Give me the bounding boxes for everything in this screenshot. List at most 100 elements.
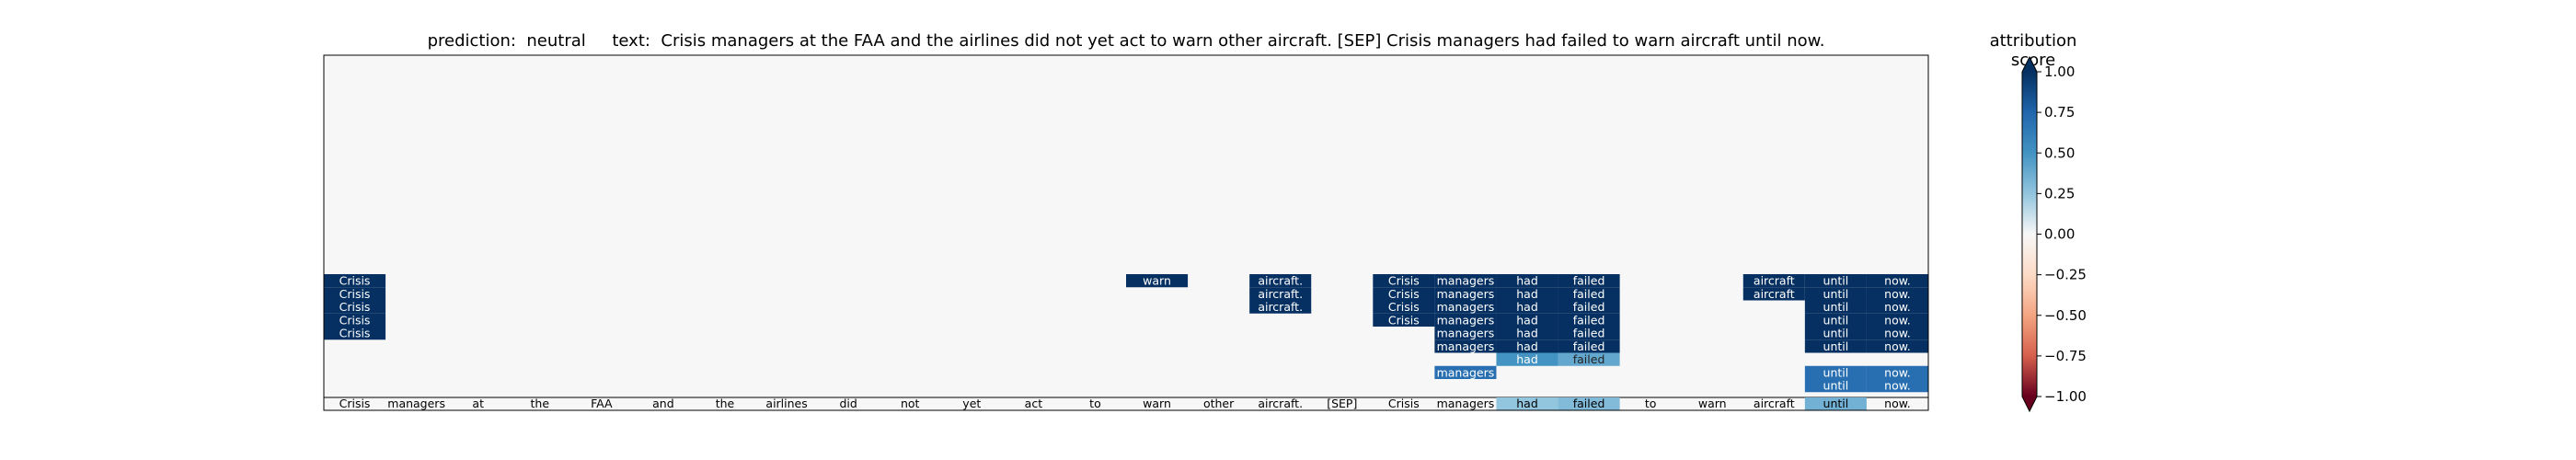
cell-token-label: Crisis	[1388, 300, 1420, 314]
token-label: now.	[1884, 397, 1911, 410]
cell-token-label: failed	[1573, 287, 1605, 301]
token-label: until	[1823, 397, 1849, 410]
plot-background	[324, 55, 1928, 410]
heatmap-cell	[1373, 313, 1435, 327]
heatmap-cell	[1866, 379, 1928, 393]
heatmap-cell	[1496, 352, 1558, 366]
token-label: other	[1203, 397, 1235, 410]
cell-token-label: now.	[1884, 339, 1911, 353]
heatmap-cell	[1742, 274, 1805, 288]
cell-token-label: Crisis	[1388, 274, 1420, 288]
token-label: Crisis	[339, 397, 371, 410]
cell-token-label: managers	[1437, 339, 1495, 353]
cell-token-label: had	[1516, 352, 1538, 366]
cell-token-label: Crisis	[339, 274, 371, 288]
cell-token-label: now.	[1884, 287, 1911, 301]
cell-token-label: failed	[1573, 274, 1605, 288]
cell-token-label: managers	[1437, 327, 1495, 340]
heatmap-cell	[1126, 274, 1189, 288]
token-label: airlines	[765, 397, 807, 410]
cell-token-label: had	[1516, 339, 1538, 353]
cell-token-label: had	[1516, 327, 1538, 340]
token-label: managers	[1437, 397, 1495, 410]
cell-token-label: aircraft	[1754, 274, 1795, 288]
heatmap-cell	[1804, 365, 1867, 379]
cell-token-label: until	[1823, 327, 1849, 340]
cell-token-label: managers	[1437, 365, 1495, 379]
heatmap-cell	[1558, 313, 1620, 327]
heatmap-cell	[1434, 274, 1497, 288]
heatmap-cell	[1558, 300, 1620, 314]
token-label: [SEP]	[1327, 397, 1357, 410]
cell-token-label: failed	[1573, 313, 1605, 327]
cell-token-label: now.	[1884, 274, 1911, 288]
heatmap-cell	[324, 313, 386, 327]
cell-token-label: now.	[1884, 327, 1911, 340]
cell-token-label: had	[1516, 287, 1538, 301]
heatmap-cell	[324, 327, 386, 340]
heatmap-cell	[1558, 287, 1620, 301]
heatmap-cell	[1804, 313, 1867, 327]
colorbar-label: attribution score	[1989, 31, 2077, 70]
colorbar-tick-label: 0.75	[2044, 104, 2075, 121]
heatmap-cell	[1496, 327, 1558, 340]
token-label: had	[1516, 397, 1538, 410]
heatmap-cell	[1804, 274, 1867, 288]
cell-token-label: now.	[1884, 379, 1911, 393]
cell-token-label: managers	[1437, 313, 1495, 327]
heatmap-cell	[1742, 287, 1805, 301]
heatmap-cell	[1496, 287, 1558, 301]
cell-token-label: managers	[1437, 274, 1495, 288]
token-label: and	[652, 397, 674, 410]
heatmap-cell	[1434, 313, 1497, 327]
token-label: to	[1089, 397, 1101, 410]
token-label: yet	[962, 397, 981, 410]
cell-token-label: failed	[1573, 352, 1605, 366]
token-label: managers	[387, 397, 445, 410]
cell-token-label: failed	[1573, 300, 1605, 314]
cell-token-label: had	[1516, 300, 1538, 314]
colorbar-tick-label: −0.25	[2044, 267, 2087, 283]
token-label: at	[472, 397, 484, 410]
heatmap-cell	[1496, 313, 1558, 327]
cell-token-label: until	[1823, 339, 1849, 353]
heatmap-cell	[1558, 274, 1620, 288]
cell-token-label: now.	[1884, 313, 1911, 327]
heatmap-cell	[1866, 365, 1928, 379]
token-label: Crisis	[1388, 397, 1420, 410]
heatmap-cell	[1558, 352, 1620, 366]
heatmap-cell	[1373, 300, 1435, 314]
token-label: warn	[1143, 397, 1171, 410]
cell-token-label: aircraft.	[1258, 287, 1303, 301]
colorbar-gradient	[2022, 72, 2037, 397]
token-label: the	[716, 397, 735, 410]
cell-token-label: Crisis	[339, 327, 371, 340]
cell-token-label: Crisis	[1388, 313, 1420, 327]
token-score-cell	[1804, 397, 1867, 410]
cell-token-label: managers	[1437, 300, 1495, 314]
cell-token-label: failed	[1573, 327, 1605, 340]
cell-token-label: until	[1823, 287, 1849, 301]
heatmap-cell	[1558, 339, 1620, 353]
heatmap-cell	[1249, 274, 1312, 288]
token-label: warn	[1698, 397, 1727, 410]
cell-token-label: warn	[1143, 274, 1171, 288]
heatmap-cell	[1804, 287, 1867, 301]
heatmap-cell	[1866, 313, 1928, 327]
token-label: aircraft.	[1258, 397, 1303, 410]
heatmap-cell	[1804, 300, 1867, 314]
heatmap-cell	[1434, 300, 1497, 314]
colorbar-extend-top	[2022, 57, 2037, 72]
heatmap-cell	[1373, 274, 1435, 288]
token-label: failed	[1573, 397, 1605, 410]
colorbar-tick-label: 0.00	[2044, 226, 2075, 243]
cell-token-label: Crisis	[339, 313, 371, 327]
heatmap-cell	[324, 300, 386, 314]
cell-token-label: until	[1823, 379, 1849, 393]
token-label: aircraft	[1754, 397, 1795, 410]
heatmap-cell	[1496, 339, 1558, 353]
cell-token-label: aircraft.	[1258, 300, 1303, 314]
heatmap-cell	[1866, 339, 1928, 353]
heatmap-cell	[1434, 339, 1497, 353]
